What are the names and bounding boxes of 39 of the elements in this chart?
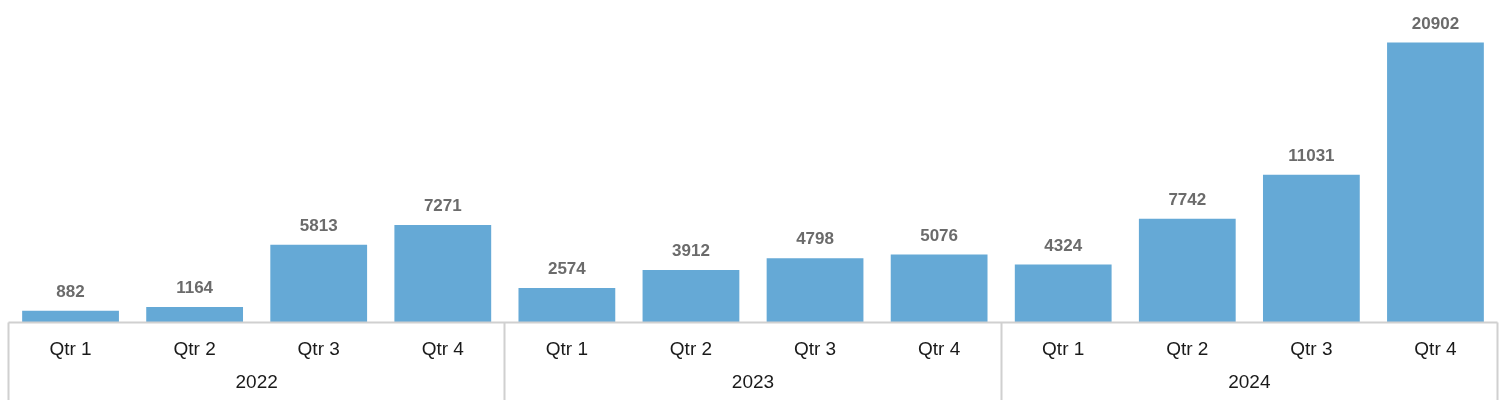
bar [890, 254, 988, 323]
data-label: 1164 [176, 277, 214, 297]
x-tick-label: Qtr 3 [297, 337, 340, 359]
text: 2024 [1228, 370, 1271, 392]
x-tick-label: Qtr 2 [1166, 337, 1209, 359]
data-label: 5813 [299, 215, 338, 235]
data-label: 3912 [672, 241, 710, 261]
data-label: 2574 [547, 259, 587, 279]
x-tick-label: Qtr 4 [421, 337, 465, 359]
x-tick-label: Qtr 1 [545, 337, 588, 359]
bar [518, 288, 616, 323]
x-tick-label: Qtr 2 [669, 337, 713, 359]
bar [1014, 264, 1112, 323]
x-tick-label: Qtr 1 [49, 337, 92, 359]
bar [394, 225, 492, 323]
x-tick-label: Qtr 2 [173, 337, 216, 359]
x-tick-label: Qtr 3 [793, 337, 837, 359]
x-tick-label: Qtr 3 [1290, 337, 1333, 359]
bar [1387, 42, 1484, 323]
bar [22, 310, 119, 323]
bar [1138, 218, 1236, 323]
data-label: 882 [56, 281, 85, 301]
bar [1262, 174, 1360, 323]
x-tick-label: Qtr 1 [1042, 337, 1085, 359]
data-label: 5076 [920, 225, 959, 245]
data-label: 11031 [1288, 145, 1335, 165]
text: 2023 [731, 370, 775, 392]
data-label: 7742 [1168, 189, 1207, 209]
data-label: 4324 [1044, 235, 1083, 255]
bar [766, 258, 864, 323]
bar [146, 306, 244, 323]
bar [642, 270, 740, 323]
data-label: 4798 [796, 229, 834, 249]
text: 2022 [235, 370, 278, 392]
bar [270, 244, 368, 323]
data-label: 20902 [1411, 13, 1460, 33]
x-tick-label: Qtr 4 [918, 337, 961, 359]
data-label: 7271 [423, 196, 462, 216]
x-tick-label: Qtr 4 [1414, 337, 1458, 359]
